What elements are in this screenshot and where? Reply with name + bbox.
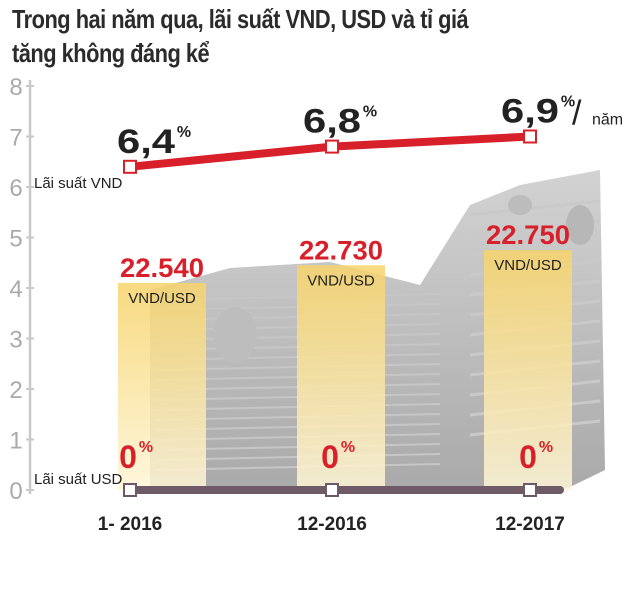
- usd-rate-value: 0: [519, 439, 537, 475]
- y-axis-tick-label: 2: [9, 377, 22, 404]
- vnd-rate-series-label: Lãi suất VND: [34, 175, 123, 192]
- usd-rate-percent: %: [539, 439, 553, 456]
- exchange-rate-unit: VND/USD: [128, 290, 196, 307]
- x-axis-category-label: 12-2017: [495, 514, 565, 535]
- vnd-rate-value: 6,4: [117, 123, 175, 161]
- usd-rate-series-label: Lãi suất USD: [34, 471, 123, 488]
- exchange-rate-bar: [484, 250, 572, 490]
- x-axis-category-label: 12-2016: [297, 514, 367, 535]
- bill-portrait: [566, 205, 594, 245]
- exchange-rate-value: 22.540: [120, 253, 204, 283]
- x-axis-category-label: 1- 2016: [98, 514, 162, 535]
- exchange-rate-unit: VND/USD: [494, 257, 562, 274]
- vnd-rate-percent: %: [561, 94, 575, 111]
- y-axis-tick-label: 3: [9, 327, 22, 354]
- vnd-rate-value: 6,8: [303, 103, 361, 141]
- exchange-rate-value: 22.730: [299, 235, 383, 265]
- exchange-rate-value: 22.750: [486, 220, 570, 250]
- exchange-rate-bar: [118, 282, 206, 490]
- y-axis-tick-label: 7: [9, 125, 22, 152]
- y-axis-tick-label: 4: [9, 276, 22, 303]
- vnd-rate-percent: %: [363, 104, 377, 121]
- usd-rate-value: 0: [119, 439, 137, 475]
- y-axis-tick-label: 5: [9, 226, 22, 253]
- bill-seal: [508, 195, 532, 215]
- y-axis-tick-label: 0: [9, 478, 22, 505]
- usd-rate-value: 0: [321, 439, 339, 475]
- vnd-rate-value: 6,9: [501, 93, 559, 131]
- title-line-1: Trong hai năm qua, lãi suất VND, USD và …: [12, 4, 469, 34]
- exchange-rate-unit: VND/USD: [307, 272, 375, 289]
- vnd-rate-marker: [325, 139, 339, 154]
- vnd-rate-marker: [123, 159, 137, 174]
- usd-rate-percent: %: [341, 439, 355, 456]
- money-note-edge: [469, 199, 601, 217]
- y-axis-tick-label: 1: [9, 428, 22, 455]
- y-axis-tick-label: 6: [9, 175, 22, 202]
- usd-rate-marker: [523, 483, 537, 497]
- usd-rate-marker: [123, 483, 137, 497]
- bill-portrait: [213, 307, 257, 363]
- title-line-2: tăng không đáng kể: [12, 38, 210, 68]
- vnd-rate-unit-word: năm: [592, 112, 623, 129]
- usd-rate-marker: [325, 483, 339, 497]
- vnd-rate-unit-slash: /: [572, 95, 582, 133]
- vnd-rate-marker: [523, 129, 537, 144]
- y-axis-tick-label: 8: [9, 74, 22, 101]
- vnd-rate-percent: %: [177, 124, 191, 141]
- exchange-rate-bar: [297, 265, 385, 490]
- usd-rate-percent: %: [139, 439, 153, 456]
